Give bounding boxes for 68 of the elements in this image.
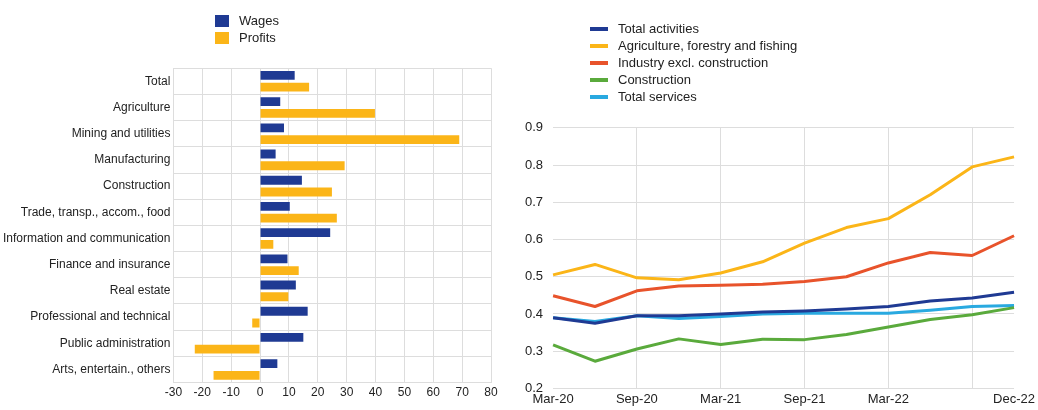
y-tick-label: 0.5 <box>524 268 544 284</box>
bar <box>213 370 260 380</box>
y-tick-label: 0.4 <box>524 305 544 321</box>
bar <box>260 108 375 118</box>
y-tick-label: Agriculture <box>113 99 171 114</box>
bar <box>194 344 260 354</box>
bar <box>260 239 274 249</box>
y-tick-label: 0.9 <box>524 119 544 135</box>
bar <box>260 280 296 290</box>
y-tick-label: Trade, transp., accom., food <box>20 204 171 219</box>
x-tick-label: Sep-20 <box>615 390 658 406</box>
bar <box>260 266 299 276</box>
x-tick-label: Mar-21 <box>700 390 742 406</box>
x-tick-label: -30 <box>164 385 183 400</box>
legend-label: Profits <box>238 29 277 46</box>
bar <box>260 149 276 159</box>
bar <box>260 359 278 369</box>
y-tick-label: Real estate <box>109 283 171 298</box>
y-tick-label: 0.8 <box>524 156 544 172</box>
y-tick-label: 0.2 <box>524 379 544 395</box>
bar <box>260 254 288 264</box>
bar <box>260 123 284 133</box>
y-tick-label: 0.3 <box>524 342 544 358</box>
bar <box>260 201 290 211</box>
x-tick-label: 50 <box>397 385 412 400</box>
y-tick-label: 0.6 <box>524 231 544 247</box>
bar <box>260 70 295 80</box>
y-tick-label: Mining and utilities <box>71 126 171 141</box>
legend-label: Construction <box>617 71 692 88</box>
bar <box>260 306 308 316</box>
bar <box>260 97 281 107</box>
y-tick-label: Professional and technical <box>30 309 171 324</box>
y-tick-label: Total <box>145 73 171 88</box>
x-tick-label: Sep-21 <box>783 390 826 406</box>
bar <box>260 135 460 145</box>
x-tick-label: Dec-22 <box>993 390 1036 406</box>
y-tick-label: Finance and insurance <box>49 257 171 272</box>
bar <box>260 332 304 342</box>
bar <box>260 292 289 302</box>
x-tick-label: 20 <box>311 385 325 400</box>
legend-label: Industry excl. construction <box>617 54 770 71</box>
x-tick-label: 0 <box>256 385 264 400</box>
x-tick-label: 70 <box>455 385 470 400</box>
y-tick-label: 0.7 <box>524 193 544 209</box>
x-tick-label: -10 <box>222 385 241 400</box>
bar <box>260 213 337 223</box>
x-tick-label: 40 <box>368 385 383 400</box>
x-tick-label: 30 <box>339 385 354 400</box>
x-tick-label: 10 <box>282 385 296 400</box>
y-tick-label: Information and communication <box>3 230 171 245</box>
legend-label: Wages <box>238 12 279 29</box>
bar <box>260 175 302 185</box>
x-tick-label: Mar-22 <box>867 390 909 406</box>
bar <box>260 187 332 197</box>
x-tick-label: 60 <box>426 385 441 400</box>
bar <box>260 82 310 92</box>
x-tick-label: 80 <box>484 385 498 400</box>
x-tick-label: -20 <box>193 385 212 400</box>
y-tick-label: Public administration <box>59 335 171 350</box>
bar <box>252 318 260 328</box>
y-tick-label: Arts, entertain., others <box>52 361 171 376</box>
legend-label: Total activities <box>617 20 700 37</box>
bar <box>260 228 331 238</box>
legend-label: Agriculture, forestry and fishing <box>617 37 798 54</box>
y-tick-label: Construction <box>103 178 171 193</box>
y-tick-label: Manufacturing <box>94 152 171 167</box>
legend-label: Total services <box>617 88 698 105</box>
bar <box>260 161 345 171</box>
